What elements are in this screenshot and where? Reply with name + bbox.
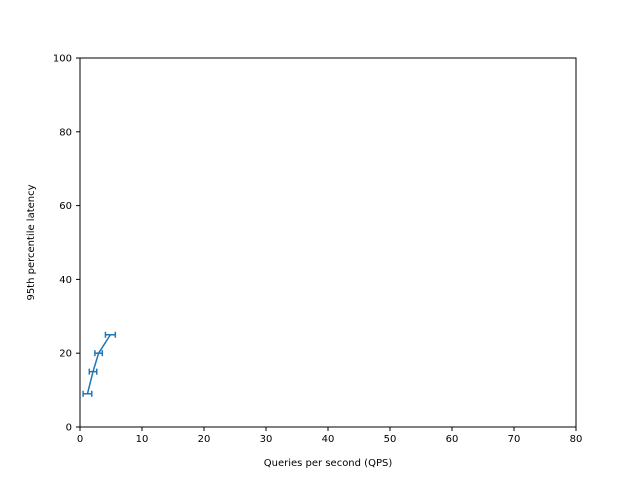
x-tick-label: 50 (384, 434, 397, 445)
x-tick-label: 80 (570, 434, 583, 445)
x-tick-label: 70 (508, 434, 521, 445)
x-axis-label: Queries per second (QPS) (264, 458, 393, 469)
y-axis-label: 95th percentile latency (26, 184, 37, 300)
y-tick-label: 20 (59, 349, 72, 360)
series-line (86, 334, 112, 394)
x-tick-label: 30 (260, 434, 273, 445)
y-tick-label: 80 (59, 127, 72, 138)
y-tick-label: 40 (59, 275, 72, 286)
series-layer (82, 331, 117, 397)
y-tick-label: 100 (53, 54, 72, 65)
x-tick-label: 20 (198, 434, 211, 445)
y-tick-label: 60 (59, 201, 72, 212)
x-tick-label: 40 (322, 434, 335, 445)
x-tick-label: 60 (446, 434, 459, 445)
tick-layer: 0 10 20 30 40 50 60 70 80 0 20 40 60 80 100 (53, 54, 582, 446)
x-tick-label: 10 (136, 434, 149, 445)
y-tick-label: 0 (66, 423, 72, 434)
plot-frame (79, 57, 577, 428)
x-tick-label: 0 (77, 434, 83, 445)
